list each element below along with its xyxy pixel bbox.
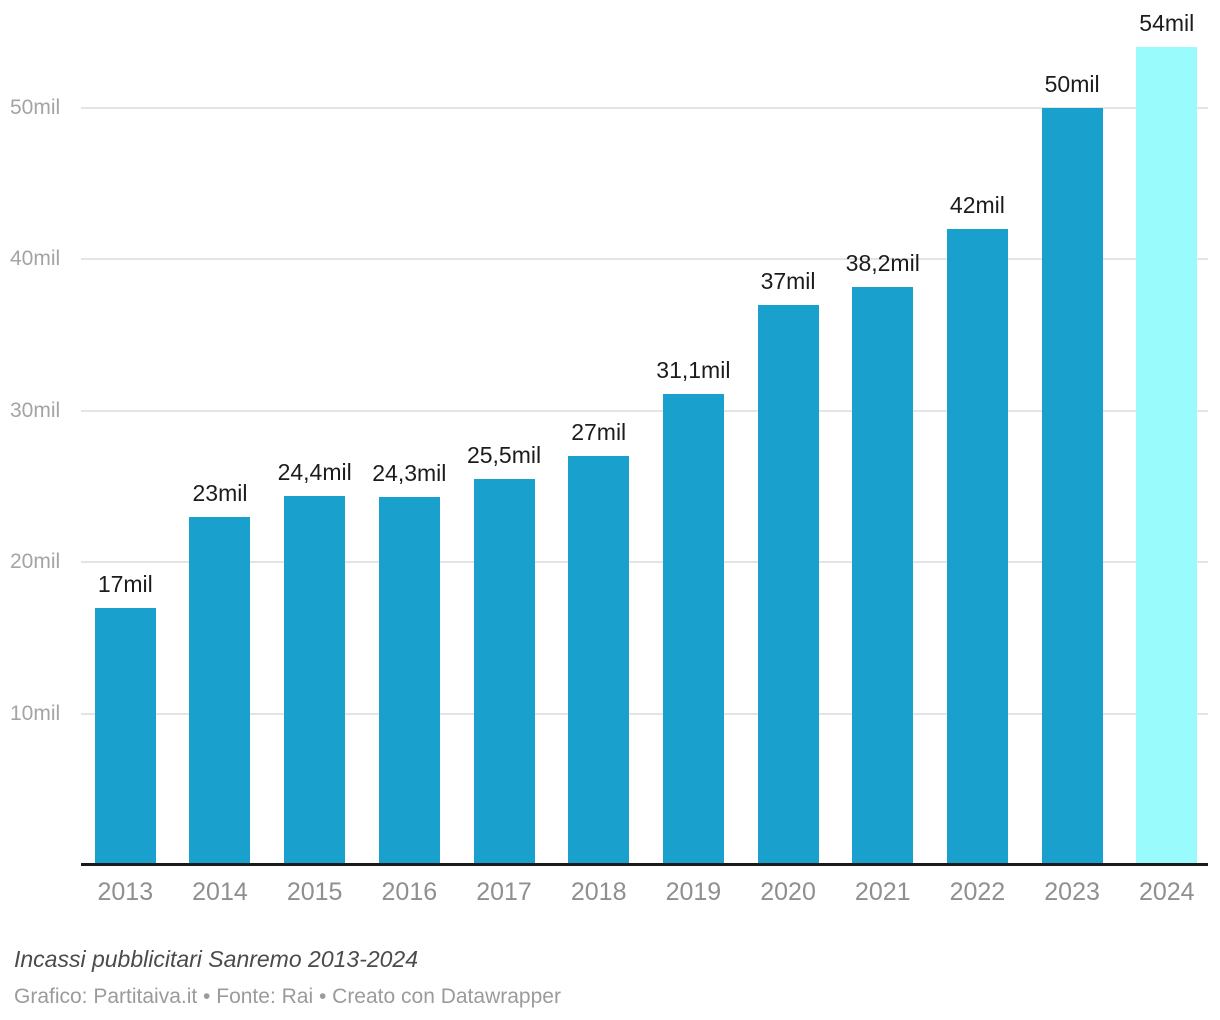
bar[interactable] (1136, 47, 1198, 865)
gridline (81, 107, 1208, 109)
bar-value-label: 54mil (1139, 10, 1195, 37)
bar[interactable] (473, 478, 535, 865)
bar-value-label: 38,2mil (845, 249, 920, 276)
bar[interactable] (852, 286, 914, 865)
bar[interactable] (662, 394, 724, 865)
chart-byline: Grafico: Partitaiva.it • Fonte: Rai • Cr… (14, 985, 561, 1008)
x-axis-tick-label: 2024 (1138, 878, 1195, 906)
bar-value-label: 37mil (760, 267, 816, 294)
bar[interactable] (284, 495, 346, 865)
bar[interactable] (94, 607, 156, 865)
gridline (81, 409, 1208, 412)
x-axis-tick-label: 2017 (476, 878, 532, 906)
y-axis-tick-label: 40mil (10, 247, 61, 271)
x-axis-tick-label: 2023 (1044, 878, 1100, 906)
y-axis-tick-label: 30mil (10, 398, 61, 422)
x-axis-tick-label: 2018 (570, 878, 627, 906)
x-axis-tick-label: 2020 (760, 878, 816, 906)
x-axis-line (81, 863, 1208, 866)
y-axis-tick-label: 50mil (10, 96, 61, 119)
bar-value-label: 17mil (97, 570, 153, 597)
bar-value-label: 27mil (571, 419, 627, 446)
x-axis-tick-label: 2016 (381, 878, 438, 906)
bar[interactable] (378, 497, 440, 865)
bar-value-label: 24,4mil (277, 458, 352, 485)
y-axis-tick-label: 20mil (10, 550, 61, 574)
x-axis-tick-label: 2015 (286, 878, 343, 906)
bar[interactable] (568, 456, 630, 865)
x-axis-tick-label: 2019 (665, 878, 722, 906)
gridline (81, 712, 1208, 715)
x-axis-tick-label: 2022 (949, 878, 1006, 906)
bar-value-label: 25,5mil (466, 441, 542, 468)
bar[interactable] (1041, 108, 1103, 865)
bar-value-label: 23mil (192, 479, 248, 506)
bar[interactable] (189, 516, 251, 865)
gridline (81, 561, 1208, 564)
bar-value-label: 31,1mil (656, 357, 731, 384)
gridline (81, 258, 1208, 261)
chart-notes: Incassi pubblicitari Sanremo 2013-2024 (14, 946, 419, 972)
bar-value-label: 50mil (1044, 71, 1100, 97)
y-axis-tick-label: 10mil (10, 701, 61, 725)
bar[interactable] (946, 229, 1008, 865)
x-axis-tick-label: 2021 (854, 878, 911, 906)
bar-value-label: 42mil (949, 192, 1005, 219)
x-axis-tick-label: 2013 (97, 878, 154, 906)
bar-value-label: 24,3mil (372, 460, 447, 487)
bar[interactable] (757, 304, 819, 865)
x-axis-tick-label: 2014 (192, 878, 248, 906)
